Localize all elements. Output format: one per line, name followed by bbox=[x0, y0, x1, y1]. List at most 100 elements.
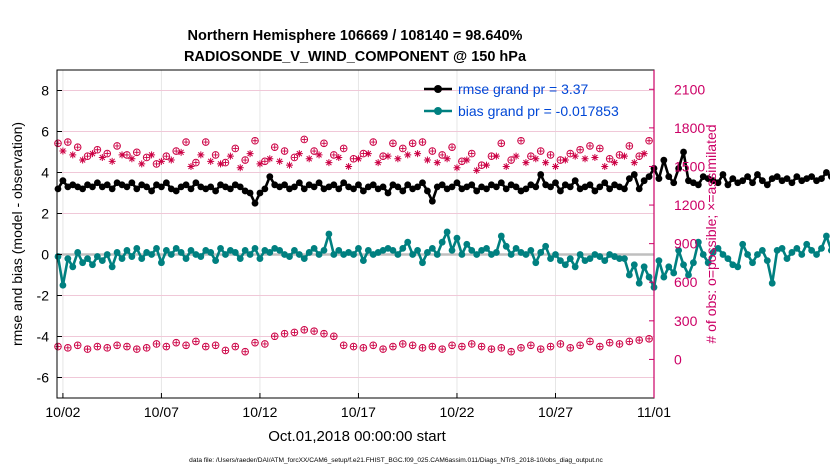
right-tick-label: 300 bbox=[674, 313, 698, 329]
left-tick-label: 6 bbox=[41, 124, 49, 140]
rmse-point bbox=[596, 183, 604, 191]
possible_obs-marker-cross bbox=[134, 149, 140, 155]
rmse-point bbox=[158, 183, 165, 191]
rmse-point bbox=[827, 173, 830, 180]
bias-point bbox=[364, 247, 372, 254]
possible_obs-marker-cross bbox=[242, 157, 248, 163]
bias-point bbox=[660, 273, 668, 281]
possible_obs-marker-cross bbox=[252, 138, 258, 144]
possible_obs_low-marker-cross bbox=[370, 342, 376, 348]
possible_obs-marker-cross bbox=[213, 152, 219, 158]
possible_obs_low-marker-cross bbox=[479, 344, 485, 350]
possible_obs-marker-cross bbox=[498, 140, 504, 146]
bias-point bbox=[527, 247, 535, 254]
x-tick-label: 10/22 bbox=[439, 404, 474, 420]
assimilated_obs-marker bbox=[88, 150, 96, 158]
rmse-point bbox=[749, 179, 756, 187]
rmse-point bbox=[773, 173, 781, 181]
right-tick-label: 1500 bbox=[674, 158, 705, 174]
possible_obs-marker bbox=[93, 145, 102, 154]
possible_obs-marker-cross bbox=[222, 160, 228, 166]
rmse-point bbox=[468, 181, 476, 189]
rmse-point bbox=[424, 187, 431, 195]
possible_obs-marker bbox=[64, 138, 72, 146]
right-axis-ticks: 2100 1800 1500 1200 900 600 300 0 bbox=[649, 70, 705, 398]
bias-series bbox=[54, 228, 830, 291]
bias-point bbox=[158, 259, 165, 267]
possible_obs-marker bbox=[369, 138, 378, 146]
possible_obs-marker-cross bbox=[144, 154, 150, 160]
possible_obs-marker bbox=[162, 152, 171, 160]
bias-point bbox=[84, 255, 91, 262]
assimilated_obs-marker bbox=[295, 150, 303, 158]
rmse-point bbox=[438, 181, 446, 189]
bias-point bbox=[419, 259, 426, 267]
rmse-point bbox=[719, 171, 727, 178]
possible_obs_low-marker bbox=[182, 341, 190, 350]
bias-point bbox=[133, 244, 141, 252]
x-tick-label: 10/07 bbox=[144, 404, 179, 420]
possible_obs-marker bbox=[398, 144, 407, 153]
possible_obs-marker-cross bbox=[282, 148, 288, 154]
bias-point bbox=[355, 244, 362, 252]
x-tick-label: 11/01 bbox=[637, 404, 671, 420]
left-axis-ticks: 8 6 4 2 0 -2 -4 -6 bbox=[37, 83, 62, 386]
right-tick-label: 1800 bbox=[674, 120, 705, 136]
possible_obs-marker-cross bbox=[94, 147, 100, 153]
rmse-point bbox=[310, 183, 318, 191]
possible_obs-marker-cross bbox=[508, 157, 514, 163]
rmse-point bbox=[236, 183, 244, 191]
rmse-point bbox=[330, 181, 338, 189]
bias-point bbox=[424, 249, 431, 256]
bias-point bbox=[808, 247, 816, 254]
assimilated_obs-marker bbox=[374, 159, 382, 167]
possible_obs_low-marker-cross bbox=[360, 345, 366, 351]
possible_obs-marker bbox=[270, 143, 279, 151]
possible_obs_low-marker-cross bbox=[439, 346, 445, 352]
x-tick-label: 10/27 bbox=[538, 404, 573, 420]
assimilated_obs-marker bbox=[640, 150, 648, 158]
possible_obs_low-marker-cross bbox=[557, 341, 563, 347]
right-tick-label: 1200 bbox=[674, 197, 705, 213]
possible_obs_low-marker bbox=[398, 340, 407, 348]
assimilated_obs-marker bbox=[59, 147, 67, 155]
possible_obs_low-marker bbox=[586, 337, 594, 346]
possible_obs_low-marker-cross bbox=[567, 345, 573, 351]
rmse-point bbox=[379, 183, 387, 191]
assimilated_obs-marker bbox=[236, 164, 244, 172]
possible_obs-marker-cross bbox=[272, 144, 278, 150]
possible_obs-marker bbox=[389, 139, 397, 148]
rmse-point bbox=[256, 189, 264, 197]
possible_obs_low-marker bbox=[615, 340, 624, 348]
assimilated_obs-marker bbox=[79, 156, 87, 164]
assimilated_obs-marker bbox=[138, 160, 146, 168]
rmse-point bbox=[54, 185, 62, 193]
rmse-point bbox=[591, 187, 599, 195]
observation-count-markers bbox=[54, 135, 653, 356]
possible_obs-marker-cross bbox=[626, 143, 632, 149]
possible_obs_low-marker-cross bbox=[242, 349, 248, 355]
rmse-point bbox=[59, 177, 67, 185]
possible_obs-marker-cross bbox=[65, 139, 71, 145]
rmse-point bbox=[630, 171, 638, 178]
assimilated_obs-marker bbox=[581, 155, 589, 163]
x-tick-label: 10/17 bbox=[341, 404, 376, 420]
possible_obs_low-marker-cross bbox=[213, 342, 219, 348]
bias-point bbox=[428, 244, 436, 252]
possible_obs_low-marker bbox=[379, 345, 387, 353]
possible_obs-marker bbox=[408, 139, 417, 148]
possible_obs_low-marker bbox=[596, 342, 604, 351]
rmse-point bbox=[783, 175, 791, 183]
bias-point bbox=[685, 271, 692, 279]
bias-point bbox=[694, 238, 702, 246]
assimilated_obs-marker bbox=[266, 155, 274, 163]
possible_obs_low-marker bbox=[517, 344, 525, 352]
bias-point bbox=[330, 251, 338, 258]
possible_obs_low-marker-cross bbox=[163, 344, 169, 350]
possible_obs_low-marker-cross bbox=[282, 331, 288, 337]
bias-point bbox=[212, 257, 220, 265]
assimilated_obs-marker bbox=[394, 155, 402, 163]
assimilated_obs-marker bbox=[502, 162, 510, 170]
bias-point bbox=[291, 247, 298, 254]
possible_obs-marker-cross bbox=[617, 152, 623, 158]
